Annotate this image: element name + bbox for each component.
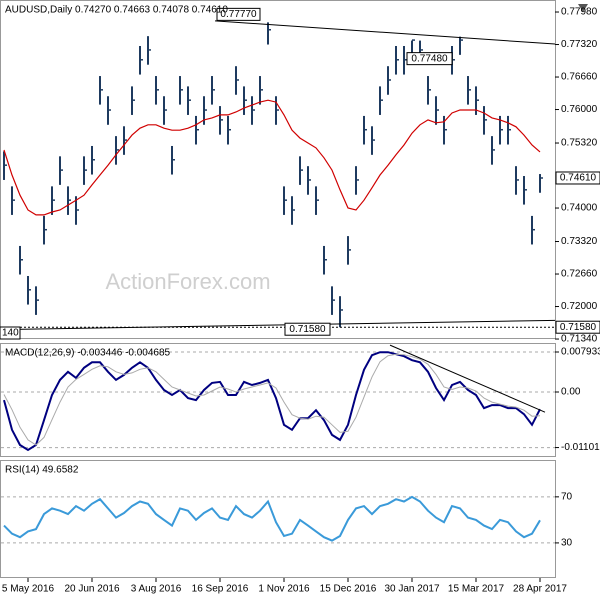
trendline (214, 20, 556, 45)
y-tick-label: 0.72660 (561, 269, 598, 280)
x-tick-label: 28 Apr 2017 (513, 584, 567, 595)
x-tick-label: 20 Jun 2016 (64, 584, 119, 595)
macd-panel (0, 343, 556, 457)
panel-title: AUDUSD,Daily 0.74270 0.74663 0.74078 0.7… (5, 5, 228, 16)
cut-label-box (0, 326, 21, 340)
y-tick-label: 0.007933 (561, 347, 600, 358)
x-tick-label: 15 Mar 2017 (448, 584, 505, 595)
rsi-panel (0, 460, 556, 578)
y-tick-label: 0.73320 (561, 236, 598, 247)
x-tick-label: 30 Jan 2017 (384, 584, 439, 595)
annotation-box (284, 322, 331, 336)
annotation-box (406, 52, 453, 66)
x-tick-label: 5 May 2016 (2, 584, 55, 595)
annotation: 0.77770 (220, 9, 257, 20)
menu-icon (578, 4, 588, 12)
trendline (0, 319, 556, 331)
y-tick-label: 0.76660 (561, 72, 598, 83)
x-tick-label: 3 Aug 2016 (131, 584, 182, 595)
level-price-box (555, 320, 600, 334)
panel-title: MACD(12,26,9) -0.003446 -0.004685 (5, 348, 171, 359)
y-tick-label: 0.77980 (561, 7, 598, 18)
x-tick-label: 16 Sep 2016 (192, 584, 249, 595)
last-price-box (555, 171, 600, 185)
y-tick-label: 0.72000 (561, 301, 598, 312)
annotation-box (216, 7, 261, 21)
y-tick-label: 0.00 (561, 387, 581, 398)
panel-title: RSI(14) 49.6582 (5, 465, 79, 476)
watermark: ActionForex.com (105, 269, 270, 294)
cut-label: 140 (2, 328, 19, 339)
y-tick-label: 70 (561, 491, 573, 502)
annotation: 0.77480 (411, 53, 448, 64)
series-line (3, 495, 541, 542)
level-price: 0.71580 (560, 322, 597, 333)
y-tick-label: 0.74000 (561, 203, 598, 214)
annotation: 0.71580 (289, 324, 326, 335)
y-tick-label: 0.75320 (561, 138, 598, 149)
trendline (389, 344, 546, 413)
moving-average (3, 99, 541, 216)
y-tick-label: 30 (561, 538, 573, 549)
y-tick-label: 0.71340 (561, 334, 598, 345)
y-tick-label: 0.77320 (561, 39, 598, 50)
last-price: 0.74610 (560, 173, 597, 184)
x-tick-label: 1 Nov 2016 (258, 584, 310, 595)
series-line (3, 353, 541, 446)
series-line (3, 351, 541, 452)
y-tick-label: -0.011017 (561, 442, 600, 453)
y-tick-label: 0.76000 (561, 104, 598, 115)
x-tick-label: 15 Dec 2016 (320, 584, 377, 595)
price-panel (0, 0, 556, 339)
